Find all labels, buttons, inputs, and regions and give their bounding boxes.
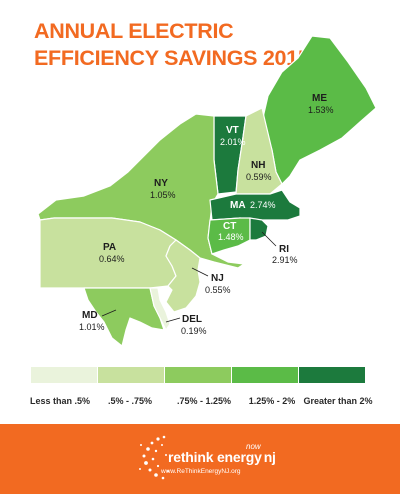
legend-swatch-5 (298, 367, 365, 383)
state-del (149, 287, 171, 331)
label-nh-name: NH (251, 160, 265, 171)
legend-labels: Less than .5% .5% - .75% .75% - 1.25% 1.… (20, 396, 380, 410)
label-ny-name: NY (154, 178, 168, 189)
title-line-1: ANNUAL ELECTRIC (34, 19, 234, 43)
footer-brand: rethink energy nj (168, 449, 276, 465)
legend-swatch-2 (97, 367, 164, 383)
label-nh-value: 0.59% (246, 172, 272, 182)
legend-swatch-3 (164, 367, 231, 383)
label-ma-value: 2.74% (250, 200, 276, 210)
northeast-map: ME 1.53% VT 2.01% NH 0.59% NY 1.05% MA 2… (37, 35, 377, 347)
label-pa-name: PA (103, 242, 116, 253)
footer-brand-suffix: nj (263, 449, 276, 465)
legend-scale (31, 367, 365, 383)
footer-brand-name: rethink energy (168, 449, 262, 465)
state-nh (235, 107, 283, 195)
label-vt-name: VT (226, 125, 239, 136)
state-ri (249, 217, 269, 241)
label-md-name: MD (82, 310, 98, 321)
callout-line-nj (191, 267, 209, 277)
label-vt-value: 2.01% (220, 137, 246, 147)
legend-label-1: Less than .5% (29, 396, 91, 406)
label-nj-value: 0.55% (205, 285, 231, 295)
label-del-name: DEL (182, 314, 202, 325)
label-nj-name: NJ (211, 273, 224, 284)
callout-line-md (101, 309, 117, 317)
label-md-value: 1.01% (79, 322, 105, 332)
footer-banner (0, 424, 400, 494)
footer-brand-tag: now (246, 442, 261, 451)
label-pa-value: 0.64% (99, 254, 125, 264)
state-pa (39, 217, 177, 289)
label-me-value: 1.53% (308, 105, 334, 115)
label-ny-value: 1.05% (150, 190, 176, 200)
legend-label-4: 1.25% - 2% (248, 396, 296, 406)
legend-swatch-1 (31, 367, 97, 383)
legend-swatch-4 (231, 367, 298, 383)
legend-label-3: .75% - 1.25% (176, 396, 232, 406)
map-title: ANNUAL ELECTRIC EFFICIENCY SAVINGS 2015 (34, 18, 334, 72)
state-nj (165, 239, 201, 313)
label-ri-name: RI (279, 244, 289, 255)
label-ct-name: CT (223, 221, 236, 232)
callout-line-del (165, 317, 181, 323)
label-ri-value: 2.91% (272, 255, 298, 265)
callout-line-ri (261, 231, 277, 247)
footer-url: www.ReThinkEnergyNJ.org (161, 468, 241, 475)
legend-label-5: Greater than 2% (303, 396, 373, 406)
state-ct (207, 217, 251, 255)
label-ct-value: 1.48% (218, 232, 244, 242)
legend-label-2: .5% - .75% (107, 396, 153, 406)
rethink-energy-logo-icon (139, 435, 169, 480)
label-del-value: 0.19% (181, 326, 207, 336)
label-ma-name: MA (230, 200, 246, 211)
title-line-2: EFFICIENCY SAVINGS 2015 (34, 46, 310, 70)
label-me-name: ME (312, 93, 327, 104)
